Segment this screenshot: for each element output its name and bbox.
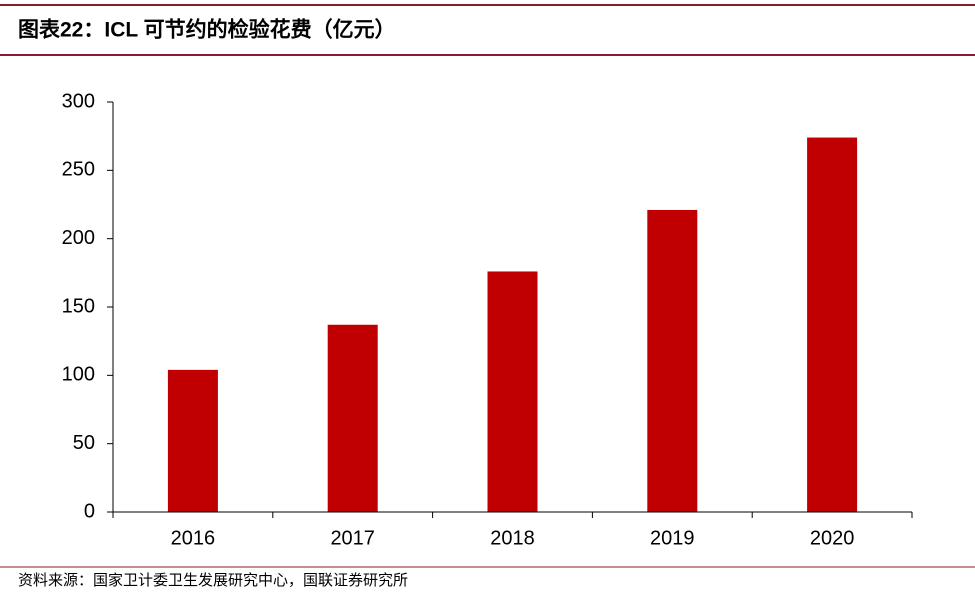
- x-tick-label: 2020: [810, 527, 855, 549]
- source-note: 资料来源：国家卫计委卫生发展研究中心，国联证券研究所: [18, 572, 408, 589]
- y-tick-label: 0: [84, 500, 95, 522]
- y-tick-label: 50: [73, 432, 95, 454]
- x-tick-label: 2018: [490, 527, 535, 549]
- x-tick-label: 2019: [650, 527, 695, 549]
- y-tick-label: 300: [62, 90, 95, 112]
- y-tick-label: 100: [62, 364, 95, 386]
- y-tick-label: 150: [62, 295, 95, 317]
- bar: [647, 209, 698, 512]
- chart-title: 图表22：ICL 可节约的检验花费（亿元）: [18, 18, 396, 42]
- bar: [167, 369, 218, 512]
- bar: [487, 271, 538, 512]
- bar: [807, 137, 858, 513]
- bar: [327, 324, 378, 512]
- y-tick-label: 200: [62, 227, 95, 249]
- y-tick-label: 250: [62, 159, 95, 181]
- x-tick-label: 2017: [330, 527, 375, 549]
- x-tick-label: 2016: [171, 527, 216, 549]
